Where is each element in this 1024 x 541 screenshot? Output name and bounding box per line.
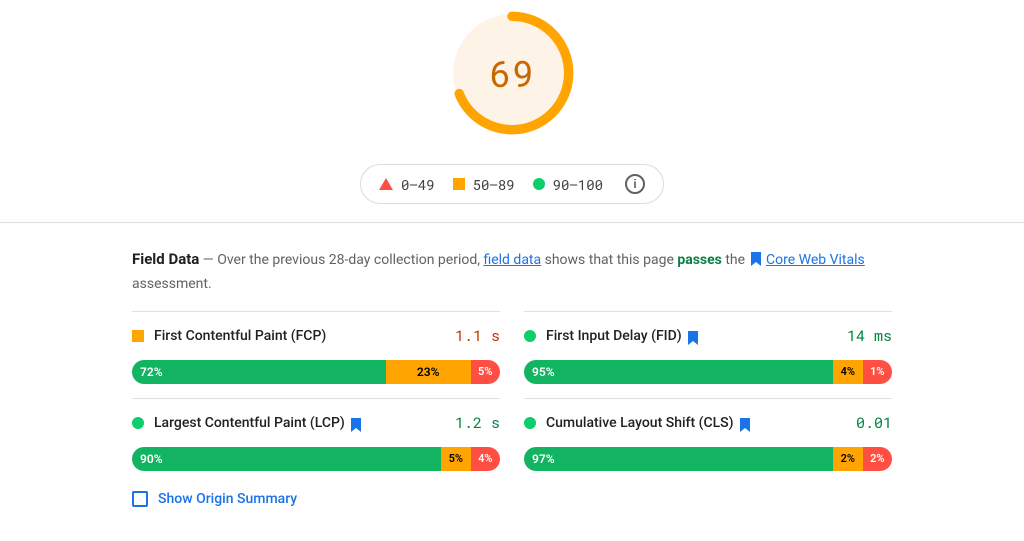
metric-value: 14 ms bbox=[847, 326, 892, 346]
origin-summary-label: Show Origin Summary bbox=[158, 491, 297, 507]
dist-segment-green: 90% bbox=[132, 447, 441, 471]
dist-segment-red: 2% bbox=[863, 447, 892, 471]
dist-segment-green: 72% bbox=[132, 360, 386, 384]
metric-card: Largest Contentful Paint (LCP) 1.2 s 90%5%… bbox=[132, 398, 500, 471]
legend-pass: 90–100 bbox=[533, 175, 603, 194]
dist-segment-red: 5% bbox=[471, 360, 500, 384]
metric-name: First Contentful Paint (FCP) bbox=[154, 328, 326, 344]
metric-header: First Contentful Paint (FCP) 1.1 s bbox=[132, 326, 500, 346]
core-web-vitals-link[interactable]: Core Web Vitals bbox=[766, 252, 865, 268]
checkbox-icon[interactable] bbox=[132, 491, 148, 507]
dist-segment-green: 97% bbox=[524, 447, 833, 471]
legend-fail: 0–49 bbox=[379, 175, 435, 194]
field-data-section: Field Data — Over the previous 28-day co… bbox=[132, 223, 892, 507]
metric-card: First Contentful Paint (FCP) 1.1 s 72%23%5… bbox=[132, 311, 500, 384]
distribution-bar: 95%4%1% bbox=[524, 360, 892, 384]
bookmark-icon bbox=[740, 418, 750, 432]
legend-fail-label: 0–49 bbox=[401, 175, 435, 194]
dist-segment-red: 1% bbox=[863, 360, 892, 384]
distribution-bar: 97%2%2% bbox=[524, 447, 892, 471]
metric-value: 1.1 s bbox=[455, 326, 500, 346]
field-data-title: Field Data bbox=[132, 250, 199, 268]
bookmark-icon bbox=[351, 418, 361, 432]
circle-icon bbox=[524, 417, 536, 429]
metric-header: Largest Contentful Paint (LCP) 1.2 s bbox=[132, 413, 500, 433]
dist-segment-green: 95% bbox=[524, 360, 833, 384]
metric-card: First Input Delay (FID) 14 ms 95%4%1% bbox=[524, 311, 892, 384]
dist-segment-orange: 23% bbox=[386, 360, 471, 384]
metric-name: Cumulative Layout Shift (CLS) bbox=[546, 415, 752, 431]
circle-icon bbox=[524, 330, 536, 342]
metric-name: First Input Delay (FID) bbox=[546, 328, 700, 344]
field-data-description: Field Data — Over the previous 28-day co… bbox=[132, 247, 892, 297]
score-legend: 0–49 50–89 90–100 i bbox=[360, 164, 664, 204]
distribution-bar: 90%5%4% bbox=[132, 447, 500, 471]
info-icon[interactable]: i bbox=[625, 174, 645, 194]
bookmark-icon bbox=[751, 252, 761, 266]
distribution-bar: 72%23%5% bbox=[132, 360, 500, 384]
score-section: 69 0–49 50–89 90–100 i bbox=[0, 0, 1024, 223]
bookmark-icon bbox=[688, 331, 698, 345]
passes-text: passes bbox=[677, 252, 722, 268]
metric-card: Cumulative Layout Shift (CLS)0.0197%2%2% bbox=[524, 398, 892, 471]
show-origin-summary[interactable]: Show Origin Summary bbox=[132, 491, 892, 507]
dist-segment-orange: 2% bbox=[833, 447, 862, 471]
field-data-link[interactable]: field data bbox=[483, 252, 541, 268]
dist-segment-red: 4% bbox=[471, 447, 500, 471]
score-gauge: 69 bbox=[449, 10, 575, 136]
legend-avg: 50–89 bbox=[453, 175, 515, 194]
dist-segment-orange: 5% bbox=[441, 447, 470, 471]
circle-icon bbox=[132, 417, 144, 429]
circle-icon bbox=[533, 178, 545, 190]
legend-avg-label: 50–89 bbox=[473, 175, 515, 194]
dist-segment-orange: 4% bbox=[833, 360, 862, 384]
square-icon bbox=[132, 330, 144, 342]
legend-pass-label: 90–100 bbox=[553, 175, 603, 194]
metric-value: 0.01 bbox=[856, 413, 892, 433]
triangle-icon bbox=[379, 178, 393, 190]
metric-name: Largest Contentful Paint (LCP) bbox=[154, 415, 363, 431]
metric-header: Cumulative Layout Shift (CLS) 0.01 bbox=[524, 413, 892, 433]
metric-value: 1.2 s bbox=[455, 413, 500, 433]
square-icon bbox=[453, 178, 465, 190]
metric-header: First Input Delay (FID) 14 ms bbox=[524, 326, 892, 346]
score-number: 69 bbox=[449, 10, 575, 136]
metrics-grid: First Contentful Paint (FCP)1.1 s72%23%5… bbox=[132, 311, 892, 471]
